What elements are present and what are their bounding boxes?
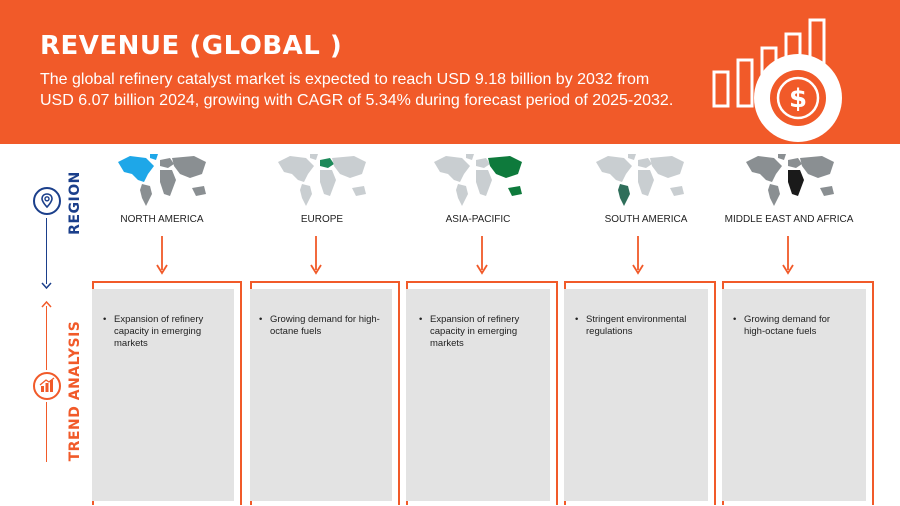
world-map-asia-pacific (434, 154, 522, 206)
arrow-down-icon (632, 236, 644, 275)
region-label-europe: EUROPE (300, 214, 344, 225)
arrow-down-icon (41, 282, 52, 290)
trend-connector-line-lower (46, 402, 47, 462)
region-side-label: REGION (67, 171, 83, 235)
arrow-down-icon (156, 236, 168, 275)
region-connector-line (46, 218, 47, 284)
world-map-europe (278, 154, 366, 206)
svg-text:$: $ (789, 84, 807, 114)
trend-text-middle-east-africa: • Growing demand for high-octane fuels (733, 314, 831, 337)
header-banner: REVENUE (GLOBAL ) The global refinery ca… (0, 0, 900, 144)
location-pin-icon (33, 187, 61, 215)
trend-card (92, 289, 234, 501)
world-map-north-america (118, 154, 206, 206)
region-label-middle-east-africa: MIDDLE EAST AND AFRICA (724, 214, 854, 225)
trend-text-europe: • Growing demand for high-octane fuels (259, 314, 380, 337)
trend-side-label: TREND ANALYSIS (67, 320, 83, 462)
trend-text-asia-pacific: • Expansion of refinery capacity in emerg… (419, 314, 520, 349)
page-title: REVENUE (GLOBAL ) (40, 31, 343, 61)
trend-card (564, 289, 708, 501)
trend-card (250, 289, 392, 501)
world-map-middle-east-africa (746, 154, 834, 206)
trend-card (406, 289, 550, 501)
region-label-north-america: NORTH AMERICA (120, 214, 204, 225)
trend-card (722, 289, 866, 501)
arrow-down-icon (782, 236, 794, 275)
page-subtitle: The global refinery catalyst market is e… (40, 71, 674, 109)
region-label-asia-pacific: ASIA-PACIFIC (445, 214, 511, 225)
region-label-south-america: SOUTH AMERICA (604, 214, 688, 225)
trend-connector-line (46, 306, 47, 370)
arrow-down-icon (310, 236, 322, 275)
arrow-up-icon (41, 300, 52, 308)
trend-text-south-america: • Stringent environmental regulations (575, 314, 687, 337)
bar-chart-dollar-icon: $ (712, 18, 842, 142)
world-map-south-america (596, 154, 684, 206)
trend-analysis-icon (33, 372, 61, 400)
arrow-down-icon (476, 236, 488, 275)
trend-text-north-america: • Expansion of refinery capacity in emerg… (103, 314, 204, 349)
